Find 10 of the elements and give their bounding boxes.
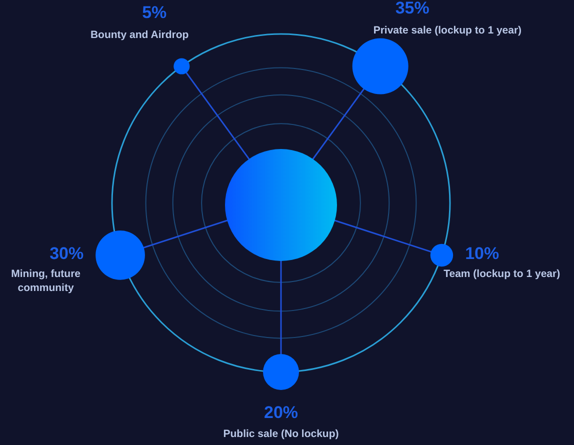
category-label: Public sale (No lockup)	[223, 428, 339, 440]
data-label: 30%	[50, 244, 84, 264]
category-label: Bounty and Airdrop	[90, 29, 189, 41]
category-label: Team (lockup to 1 year)	[444, 268, 560, 280]
data-label: 35%	[395, 0, 430, 18]
category-label: Mining, future community	[11, 268, 81, 294]
data-label: 5%	[142, 3, 167, 22]
data-label: 10%	[465, 244, 500, 264]
category-label: Private sale (lockup to 1 year)	[373, 24, 522, 36]
data-label: 20%	[264, 403, 298, 422]
